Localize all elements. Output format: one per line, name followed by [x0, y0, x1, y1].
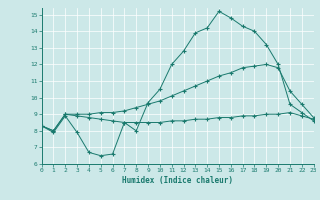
X-axis label: Humidex (Indice chaleur): Humidex (Indice chaleur) — [122, 176, 233, 185]
